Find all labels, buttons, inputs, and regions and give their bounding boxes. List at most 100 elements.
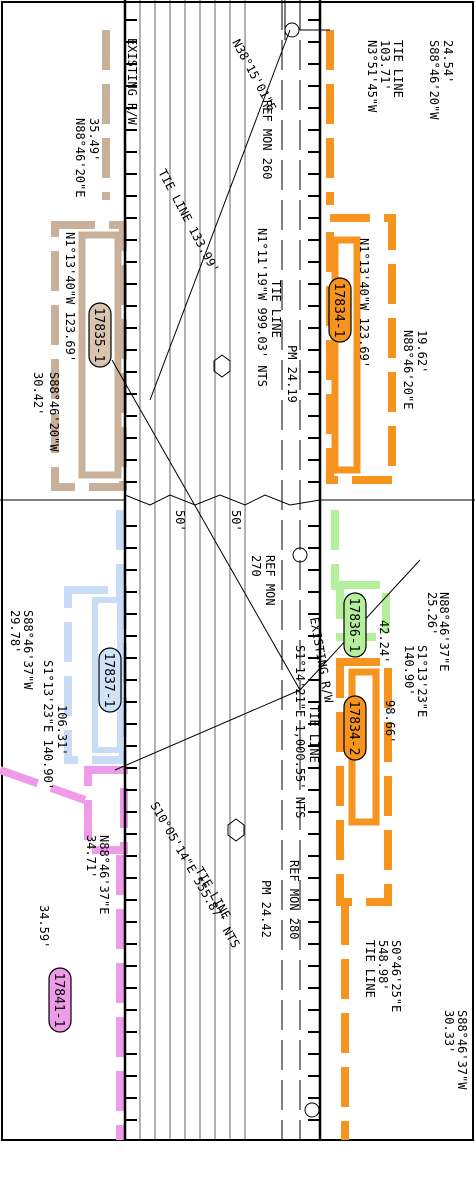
annotation: N88°46'20"E 19.62': [401, 330, 429, 409]
annotation: S1°13'23"E 140.90': [41, 660, 55, 790]
annotation: PM 24.19: [285, 345, 299, 403]
annotation: REF MON 280: [287, 860, 301, 939]
annotation-line: 34.71': [84, 835, 98, 878]
annotation: N88°46'37"E25.26': [425, 592, 451, 671]
annotation: N1°13'40"W 123.69': [357, 238, 371, 368]
annotation: N1°13'40"W 123.69': [63, 232, 77, 362]
annotation: S88°46'20"W 24.54': [427, 40, 455, 120]
annotation-line: N88°46'37"E: [97, 835, 111, 914]
annotation-line: TIE LINE: [391, 40, 405, 98]
annotation-line: TIE LINE: [269, 280, 283, 338]
parcel-tag: 17836-1: [343, 592, 367, 658]
annotation-line: 106.31': [55, 705, 69, 756]
annotation: 42.24': [377, 620, 391, 663]
parcel-id: 17834-1: [331, 283, 346, 338]
parcel-tag: 17841-1: [48, 967, 72, 1033]
labels: 17835-1 17834-1 17836-1 17834-2 17837-1 17841…: [8, 37, 469, 1090]
parcel-id: 17836-1: [346, 598, 361, 653]
annotation-line: 30.33': [442, 1010, 456, 1053]
annotation-line: S1°14'21"E 1,000.55' NTS: [293, 645, 307, 818]
annotation-line: S88°46'37"W: [21, 610, 35, 690]
annotation-line: 25.26': [425, 592, 439, 635]
annotation: 50': [173, 510, 187, 532]
parcel-id: 17835-1: [91, 308, 106, 363]
parcel-id: 17837-1: [101, 653, 116, 708]
annotation-line: EXISTING R/W: [307, 616, 336, 705]
annotation-line: REF MON: [263, 555, 277, 606]
annotation-line: 103.71': [378, 40, 392, 91]
parcel-pill: [343, 695, 367, 761]
annotation: 50': [229, 510, 243, 532]
annotation-line: 42.24': [377, 620, 391, 663]
annotation: TIE LINE 133.99': [155, 167, 222, 276]
annotation-line: PM 24.19: [285, 345, 299, 403]
annotation: S1°14'21"E 1,000.55' NTS: [293, 645, 307, 818]
border: [1, 1, 474, 1141]
annotation: TIE LINE: [269, 280, 283, 338]
row-ticks: [125, 19, 320, 1121]
parcel-pill: [328, 277, 352, 343]
annotation-line: S88°46'37"W: [455, 1010, 469, 1090]
annotation: N1°11'19"W 999.03' NTS: [255, 228, 269, 387]
annotation-line: PM 24.42: [259, 880, 273, 938]
annotation-line: 19.62': [415, 330, 429, 373]
parcel-tag: 17837-1: [98, 647, 122, 713]
annotation-line: TIE LINE: [307, 705, 321, 763]
annotation-line: REF MON 280: [287, 860, 301, 939]
annotation-line: 34.59': [37, 905, 51, 948]
annotation-line: 50': [229, 510, 243, 532]
annotation-line: 270: [249, 555, 263, 577]
annotation-line: 24.54': [441, 40, 455, 83]
parcel-tag: 17834-1: [328, 277, 352, 343]
annotation: EXISTING R/W: [307, 616, 336, 705]
parcel-pill: [343, 592, 367, 658]
parcel-pill: [88, 302, 112, 368]
annotation: TIE LINE: [307, 705, 321, 763]
annotation-line: N1°13'40"W 123.69': [63, 232, 77, 362]
parcel-tag: 17835-1: [88, 302, 112, 368]
annotation-line: EXISTING R/W: [125, 38, 139, 125]
annotation: S88°46'37"W30.33': [442, 1010, 469, 1090]
annotation: N3°51'45"W 103.71' TIE LINE: [365, 40, 405, 113]
annotation: N88°46'20"E 35.49': [73, 118, 101, 197]
annotation-line: 548.98': [376, 940, 390, 991]
annotation-line: 98.66': [383, 700, 397, 743]
annotation-line: S1°13'23"E: [415, 645, 429, 717]
annotation-line: N3°51'45"W: [365, 40, 379, 113]
annotation-line: 29.78': [8, 610, 22, 653]
annotation-line: N1°13'40"W 123.69': [357, 238, 371, 368]
annotation-line: S88°46'20"W: [47, 372, 61, 452]
parcel-id: 17841-1: [51, 973, 66, 1028]
annotation-line: TIE LINE: [363, 940, 377, 998]
annotation: PM 24.42: [259, 880, 273, 938]
annotation: 34.59': [37, 905, 51, 948]
annotation-line: S0°46'25"E: [389, 940, 403, 1012]
annotation: REF MON 260: [260, 100, 274, 179]
annotation-line: S1°13'23"E 140.90': [41, 660, 55, 790]
annotation-line: N88°46'20"E: [401, 330, 415, 409]
parcel-id: 17834-2: [346, 701, 361, 756]
annotation-line: 50': [173, 510, 187, 532]
parcel-pill: [98, 647, 122, 713]
annotation: S88°46'20"W30.42': [31, 372, 61, 452]
annotation-line: S88°46'20"W: [427, 40, 441, 120]
annotation: N88°46'37"E34.71': [84, 835, 111, 914]
annotation: EXISTING R/W: [125, 38, 139, 125]
annotation: S88°46'37"W29.78': [8, 610, 35, 690]
parcel-tag: 17834-2: [343, 695, 367, 761]
annotation: 106.31': [55, 705, 69, 756]
annotation-line: N1°11'19"W 999.03' NTS: [255, 228, 269, 387]
annotation-line: 140.90': [402, 645, 416, 696]
annotation: 98.66': [383, 700, 397, 743]
annotation-line: REF MON 260: [260, 100, 274, 179]
parcel-pill: [48, 967, 72, 1033]
annotation-line: 35.49': [87, 118, 101, 161]
annotation-line: N88°46'20"E: [73, 118, 87, 197]
annotation-line: 30.42': [31, 372, 45, 415]
annotation-line: TIE LINE 133.99': [155, 167, 222, 276]
annotation-line: N88°46'37"E: [437, 592, 451, 671]
